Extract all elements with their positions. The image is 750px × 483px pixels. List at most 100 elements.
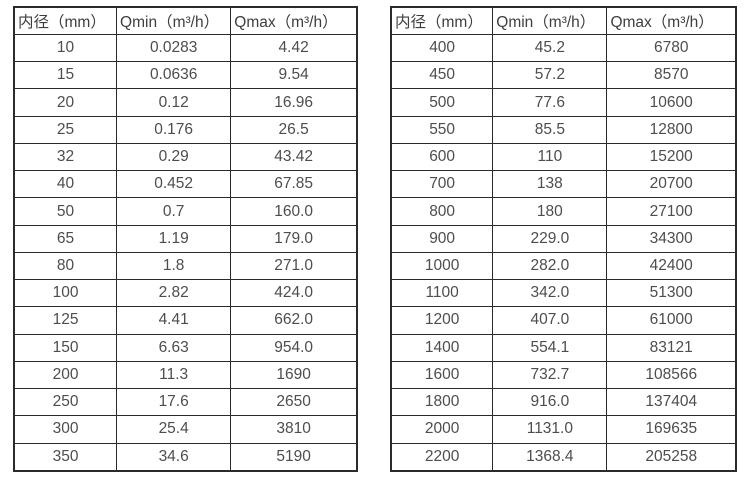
table-row: 2200 1368.4 205258 <box>390 442 737 472</box>
column-header-qmin: Qmin（m³/h） <box>492 6 608 35</box>
table-cell: 4.41 <box>116 306 232 335</box>
table-row: 50 0.7 160.0 <box>13 197 358 226</box>
table-row: 350 34.6 5190 <box>13 442 358 472</box>
table-cell: 100 <box>13 279 118 308</box>
table-cell: 0.452 <box>116 170 232 199</box>
table-cell: 1368.4 <box>492 442 608 472</box>
table-cell: 12800 <box>606 115 737 144</box>
table-cell: 50 <box>13 197 118 226</box>
table-cell: 80 <box>13 251 118 281</box>
table-cell: 450 <box>390 61 494 90</box>
table-row: 1200 407.0 61000 <box>390 306 737 335</box>
table-row: 400 45.2 6780 <box>390 33 737 63</box>
table-cell: 160.0 <box>230 197 358 226</box>
table-cell: 500 <box>390 88 494 117</box>
table-row: 2000 1131.0 169635 <box>390 415 737 444</box>
table-row: 10 0.0283 4.42 <box>13 33 358 63</box>
table-cell: 77.6 <box>492 88 608 117</box>
table-row: 200 11.3 1690 <box>13 360 358 390</box>
table-cell: 32 <box>13 142 118 172</box>
table-cell: 732.7 <box>492 360 608 390</box>
table-row: 500 77.6 10600 <box>390 88 737 117</box>
table-cell: 169635 <box>606 415 737 444</box>
table-cell: 350 <box>13 442 118 472</box>
table-cell: 1.8 <box>116 251 232 281</box>
table-row: 300 25.4 3810 <box>13 415 358 444</box>
table-row: 40 0.452 67.85 <box>13 170 358 199</box>
table-cell: 137404 <box>606 388 737 417</box>
table-body: 400 45.2 6780 450 57.2 8570 500 77.6 10600 550 85.… <box>390 33 737 472</box>
table-row: 1600 732.7 108566 <box>390 360 737 390</box>
table-cell: 0.12 <box>116 88 232 117</box>
table-cell: 6.63 <box>116 333 232 362</box>
table-cell: 57.2 <box>492 61 608 90</box>
table-cell: 0.29 <box>116 142 232 172</box>
table-row: 125 4.41 662.0 <box>13 306 358 335</box>
table-cell: 1100 <box>390 279 494 308</box>
table-cell: 662.0 <box>230 306 358 335</box>
table-cell: 700 <box>390 170 494 199</box>
table-cell: 34300 <box>606 224 737 253</box>
table-cell: 26.5 <box>230 115 358 144</box>
table-cell: 1200 <box>390 306 494 335</box>
table-cell: 407.0 <box>492 306 608 335</box>
table-row: 25 0.176 26.5 <box>13 115 358 144</box>
table-cell: 179.0 <box>230 224 358 253</box>
table-row: 15 0.0636 9.54 <box>13 61 358 90</box>
table-cell: 1800 <box>390 388 494 417</box>
table-cell: 916.0 <box>492 388 608 417</box>
table-cell: 300 <box>13 415 118 444</box>
table-cell: 65 <box>13 224 118 253</box>
table-cell: 150 <box>13 333 118 362</box>
table-row: 80 1.8 271.0 <box>13 251 358 281</box>
header-row: 内径（mm） Qmin（m³/h） Qmax（m³/h） <box>390 6 737 35</box>
table-row: 32 0.29 43.42 <box>13 142 358 172</box>
table-cell: 11.3 <box>116 360 232 390</box>
table-cell: 51300 <box>606 279 737 308</box>
table-cell: 138 <box>492 170 608 199</box>
flow-table-small-diameters: 内径（mm） Qmin（m³/h） Qmax（m³/h） 10 0.0283 4.4… <box>13 6 358 472</box>
table-cell: 42400 <box>606 251 737 281</box>
table-cell: 282.0 <box>492 251 608 281</box>
table-cell: 0.0283 <box>116 33 232 63</box>
column-header-qmax: Qmax（m³/h） <box>230 6 358 35</box>
table-cell: 9.54 <box>230 61 358 90</box>
table-cell: 25 <box>13 115 118 144</box>
table-cell: 424.0 <box>230 279 358 308</box>
table-cell: 342.0 <box>492 279 608 308</box>
table-cell: 16.96 <box>230 88 358 117</box>
table-cell: 0.0636 <box>116 61 232 90</box>
table-cell: 1.19 <box>116 224 232 253</box>
table-cell: 25.4 <box>116 415 232 444</box>
table-cell: 180 <box>492 197 608 226</box>
table-cell: 15200 <box>606 142 737 172</box>
table-row: 1000 282.0 42400 <box>390 251 737 281</box>
table-row: 900 229.0 34300 <box>390 224 737 253</box>
table-cell: 550 <box>390 115 494 144</box>
table-row: 800 180 27100 <box>390 197 737 226</box>
table-cell: 205258 <box>606 442 737 472</box>
table-cell: 110 <box>492 142 608 172</box>
table-row: 600 110 15200 <box>390 142 737 172</box>
table-cell: 67.85 <box>230 170 358 199</box>
table-cell: 27100 <box>606 197 737 226</box>
table-cell: 271.0 <box>230 251 358 281</box>
table-row: 150 6.63 954.0 <box>13 333 358 362</box>
table-cell: 229.0 <box>492 224 608 253</box>
table-cell: 1400 <box>390 333 494 362</box>
table-row: 550 85.5 12800 <box>390 115 737 144</box>
table-row: 20 0.12 16.96 <box>13 88 358 117</box>
table-cell: 8570 <box>606 61 737 90</box>
table-body: 10 0.0283 4.42 15 0.0636 9.54 20 0.12 16.96 25 0.1… <box>13 33 358 472</box>
column-header-inner-diameter: 内径（mm） <box>13 6 118 35</box>
table-cell: 5190 <box>230 442 358 472</box>
table-cell: 400 <box>390 33 494 63</box>
table-cell: 45.2 <box>492 33 608 63</box>
table-cell: 250 <box>13 388 118 417</box>
table-cell: 108566 <box>606 360 737 390</box>
table-cell: 2000 <box>390 415 494 444</box>
table-cell: 554.1 <box>492 333 608 362</box>
table-cell: 1131.0 <box>492 415 608 444</box>
table-cell: 20700 <box>606 170 737 199</box>
